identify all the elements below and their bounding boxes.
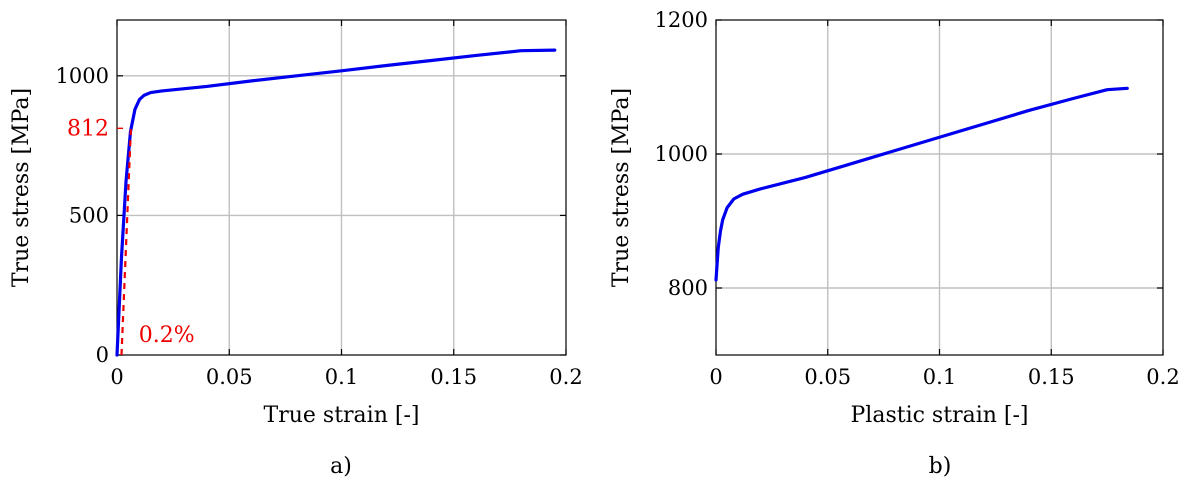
- stress-strain-curve: [115, 48, 557, 357]
- y-tick-label: 1000: [56, 64, 109, 88]
- x-tick-label: 0.1: [923, 365, 956, 389]
- panel-label: a): [330, 454, 352, 479]
- panel-b: 0 0.05 0.1 0.15 0.2 800 1000 1200 Plastic strain…: [609, 8, 1180, 479]
- y-tick-label: 0: [96, 343, 109, 367]
- x-tick-label: 0.2: [1146, 365, 1179, 389]
- x-tick-label: 0: [709, 365, 722, 389]
- x-tick-label: 0.2: [549, 365, 582, 389]
- y-axis-label: True stress [MPa]: [9, 88, 34, 287]
- x-tick-label: 0.05: [804, 365, 851, 389]
- panel-label: b): [929, 454, 952, 479]
- stress-strain-curve: [714, 86, 1129, 282]
- offset-percent-label: 0.2%: [139, 323, 195, 348]
- y-tick-label: 500: [69, 203, 109, 227]
- y-tick-label: 800: [668, 276, 708, 300]
- y-tick-label: 1200: [655, 8, 708, 32]
- x-tick-label: 0.1: [325, 365, 358, 389]
- offset-line: [120, 128, 133, 356]
- x-axis-label: True strain [-]: [264, 403, 420, 428]
- y-axis-label: True stress [MPa]: [609, 88, 634, 287]
- x-tick-label: 0.15: [430, 365, 477, 389]
- yield-stress-label: 812: [67, 116, 109, 141]
- panel-a: 0 0.05 0.1 0.15 0.2 0 500 1000 812 0.2% True strai…: [9, 19, 583, 479]
- x-axis-label: Plastic strain [-]: [851, 403, 1029, 428]
- x-tick-label: 0.05: [206, 365, 253, 389]
- x-tick-label: 0: [110, 365, 123, 389]
- y-tick-label: 1000: [655, 142, 708, 166]
- x-tick-label: 0.15: [1028, 365, 1075, 389]
